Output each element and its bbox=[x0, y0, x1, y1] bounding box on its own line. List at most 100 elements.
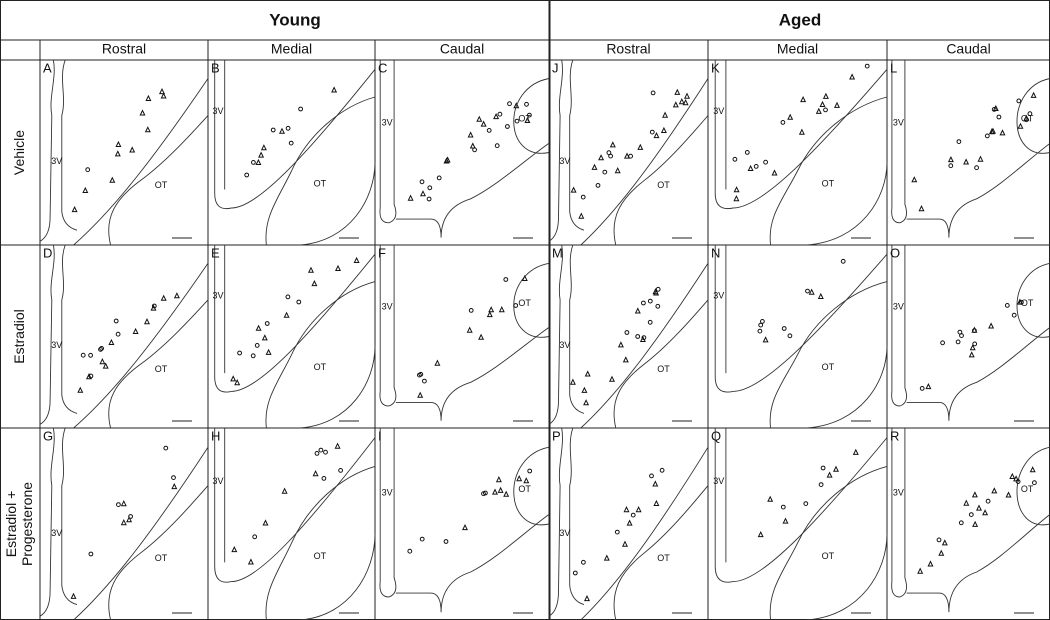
tract-label: OT bbox=[657, 364, 670, 374]
neuron-marker bbox=[426, 196, 432, 202]
neuron-marker bbox=[584, 370, 591, 377]
neuron-marker bbox=[572, 570, 578, 576]
anatomy-outline bbox=[806, 161, 888, 246]
tract-label: OT bbox=[518, 114, 531, 124]
neuron-marker bbox=[985, 498, 991, 504]
neuron-marker bbox=[655, 303, 661, 309]
ventricle-label: 3V bbox=[893, 302, 904, 312]
neuron-marker bbox=[989, 127, 997, 134]
neuron-marker bbox=[443, 539, 449, 544]
neuron-marker bbox=[476, 115, 483, 122]
neuron-marker bbox=[757, 328, 763, 334]
neuron-marker bbox=[120, 519, 127, 526]
neuron-marker bbox=[1005, 491, 1012, 498]
panel: N 3V OT bbox=[711, 245, 888, 429]
neuron-marker bbox=[819, 100, 826, 107]
ventricle-label: 3V bbox=[382, 117, 393, 127]
neuron-marker bbox=[832, 465, 840, 472]
anatomy-outline bbox=[548, 59, 563, 242]
panel: O 3V OT bbox=[890, 245, 1050, 422]
neuron-marker bbox=[419, 179, 425, 185]
tract-label: OT bbox=[822, 551, 835, 561]
neuron-marker bbox=[988, 322, 995, 329]
neuron-marker bbox=[652, 480, 659, 487]
neuron-marker bbox=[252, 534, 258, 540]
panel: Q 3V OT bbox=[711, 428, 888, 620]
anatomy-outline bbox=[379, 60, 389, 224]
panel: E 3V OT bbox=[211, 245, 376, 429]
neuron-marker bbox=[608, 375, 616, 382]
neuron-marker bbox=[927, 560, 934, 567]
neuron-marker bbox=[436, 175, 442, 181]
neuron-marker bbox=[478, 333, 485, 340]
neuron-marker bbox=[419, 190, 427, 197]
neuron-marker bbox=[323, 449, 328, 455]
neuron-marker bbox=[139, 109, 146, 116]
anatomy-outline bbox=[231, 253, 376, 392]
neuron-marker bbox=[265, 348, 272, 355]
neuron-marker bbox=[264, 321, 270, 326]
panel-letter: J bbox=[552, 60, 559, 75]
neuron-marker bbox=[281, 487, 288, 494]
neuron-marker bbox=[609, 141, 616, 148]
neuron-marker bbox=[762, 336, 769, 343]
anatomy-outline bbox=[906, 327, 1050, 421]
neuron-marker bbox=[503, 490, 510, 497]
ventricle-label: 3V bbox=[51, 156, 62, 166]
anatomy-outline bbox=[806, 345, 888, 429]
anatomy-outline bbox=[548, 244, 563, 425]
neuron-marker bbox=[800, 95, 807, 103]
neuron-marker bbox=[507, 101, 512, 107]
anatomy-outline bbox=[265, 465, 376, 620]
neuron-marker bbox=[963, 499, 970, 506]
neuron-marker bbox=[116, 502, 121, 507]
neuron-marker bbox=[623, 152, 631, 159]
neuron-marker bbox=[285, 294, 291, 300]
neuron-marker bbox=[461, 523, 469, 531]
neuron-marker bbox=[614, 529, 620, 535]
neuron-marker bbox=[649, 473, 654, 479]
neuron-marker bbox=[250, 353, 256, 359]
tract-label: OT bbox=[518, 484, 531, 494]
anatomy-outline bbox=[395, 142, 550, 238]
neuron-marker bbox=[911, 176, 918, 183]
neuron-marker bbox=[822, 92, 829, 99]
neuron-marker bbox=[614, 167, 621, 174]
ventricle-label: 3V bbox=[213, 476, 224, 486]
neuron-marker bbox=[570, 186, 577, 193]
neuron-marker bbox=[635, 334, 641, 339]
neuron-marker bbox=[674, 88, 681, 95]
neuron-marker bbox=[472, 147, 477, 153]
neuron-marker bbox=[971, 491, 978, 498]
tract-label: OT bbox=[314, 362, 327, 372]
anatomy-outline bbox=[1016, 446, 1050, 526]
tract-label: OT bbox=[155, 553, 168, 563]
panel: P 3V OT bbox=[548, 427, 709, 620]
neuron-marker bbox=[864, 63, 870, 69]
neuron-marker bbox=[427, 185, 433, 191]
neuron-marker bbox=[647, 298, 653, 304]
neuron-marker bbox=[918, 205, 925, 212]
neuron-marker bbox=[781, 326, 787, 331]
anatomy-outline bbox=[714, 60, 734, 210]
region-header: Caudal bbox=[440, 41, 484, 57]
neuron-marker bbox=[798, 128, 805, 135]
tract-label: OT bbox=[822, 178, 835, 188]
region-header: Caudal bbox=[946, 41, 990, 57]
neuron-marker bbox=[757, 530, 764, 538]
neuron-marker bbox=[524, 116, 531, 123]
neuron-marker bbox=[972, 341, 978, 347]
neuron-marker bbox=[497, 486, 504, 493]
anatomy-outline bbox=[388, 60, 397, 224]
neuron-marker bbox=[331, 86, 338, 93]
neuron-marker bbox=[660, 126, 667, 133]
anatomy-outline bbox=[61, 427, 78, 606]
neuron-marker bbox=[158, 87, 166, 95]
neuron-marker bbox=[622, 356, 629, 363]
region-header: Rostral bbox=[102, 41, 146, 57]
neuron-marker bbox=[143, 318, 151, 325]
neuron-marker bbox=[71, 205, 78, 213]
anatomy-outline bbox=[733, 253, 888, 392]
neuron-marker bbox=[171, 482, 178, 490]
ventricle-label: 3V bbox=[51, 340, 62, 350]
